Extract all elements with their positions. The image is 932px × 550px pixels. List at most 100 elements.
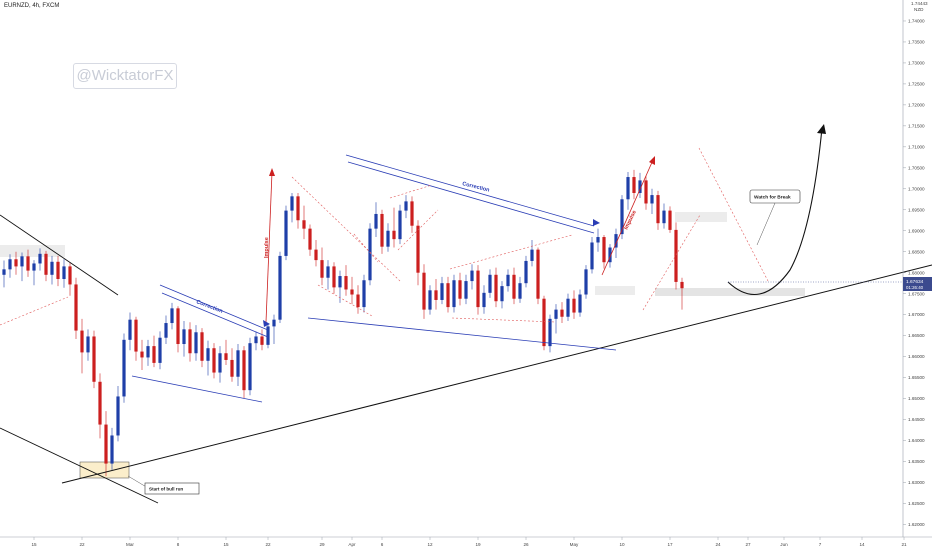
price-tick-label: 1.62000 bbox=[908, 522, 925, 527]
candle-body bbox=[272, 319, 276, 327]
time-tick-label: 21 bbox=[901, 542, 907, 547]
price-tick-label: 1.68500 bbox=[908, 249, 925, 254]
candle-body bbox=[428, 290, 432, 310]
candle-body bbox=[98, 381, 102, 425]
current-price-countdown: 01:26:40 bbox=[906, 285, 924, 290]
candle-body bbox=[242, 350, 246, 391]
candle-body bbox=[656, 195, 660, 224]
price-tick-label: 1.73000 bbox=[908, 61, 925, 66]
candle-body bbox=[548, 318, 552, 347]
candle-body bbox=[560, 309, 564, 317]
candle-body bbox=[80, 330, 84, 353]
candle-body bbox=[566, 298, 570, 317]
impulse-label-1: Impulse bbox=[264, 237, 270, 258]
time-tick-label: 26 bbox=[523, 542, 529, 547]
trend-drawings bbox=[0, 124, 932, 504]
time-tick-label: Apr bbox=[348, 542, 356, 547]
correction-channel-upper-2 bbox=[345, 154, 595, 227]
channel-arrow-2 bbox=[593, 219, 600, 226]
price-tick-label: 1.64500 bbox=[908, 417, 925, 422]
price-tick-label: 1.63500 bbox=[908, 459, 925, 464]
candle-body bbox=[320, 260, 324, 278]
channel-arrow-1 bbox=[263, 320, 270, 327]
candle-body bbox=[194, 332, 198, 354]
candle-body bbox=[452, 280, 456, 308]
candle-body bbox=[104, 424, 108, 464]
candle-body bbox=[32, 263, 36, 271]
candle-body bbox=[524, 260, 528, 284]
candle-body bbox=[434, 290, 438, 300]
candle-body bbox=[410, 201, 414, 226]
candle-body bbox=[158, 337, 162, 363]
candle-body bbox=[578, 294, 582, 313]
candle-body bbox=[122, 339, 126, 397]
candle-body bbox=[236, 350, 240, 377]
dashed-flag-1-mid bbox=[353, 233, 379, 263]
candle-body bbox=[134, 319, 138, 352]
candle-body bbox=[446, 283, 450, 308]
candle-body bbox=[380, 213, 384, 247]
watch-for-break-label: Watch for Break bbox=[754, 195, 791, 201]
start-of-bull-run-callout: Start of bull run bbox=[144, 482, 200, 495]
candle-body bbox=[398, 210, 402, 240]
candle-body bbox=[386, 230, 390, 247]
time-tick-label: May bbox=[570, 542, 579, 547]
candle-body bbox=[650, 195, 654, 204]
candle-body bbox=[260, 336, 264, 345]
candle-body bbox=[20, 256, 24, 267]
dashed-rising-wedge-bottom bbox=[397, 209, 439, 251]
candle-body bbox=[212, 348, 216, 373]
left-dashed-line bbox=[0, 296, 69, 326]
candle-body bbox=[200, 332, 204, 361]
chart-title: EURNZD, 4h, FXCM bbox=[4, 3, 60, 9]
candle-body bbox=[278, 255, 282, 320]
watch-callout-pointer bbox=[756, 202, 776, 246]
price-tick-label: 1.67500 bbox=[908, 291, 925, 296]
current-price-label: 1.67634 bbox=[906, 279, 924, 285]
price-tick-label: 1.73500 bbox=[908, 40, 925, 45]
candle-body bbox=[38, 253, 42, 264]
price-tick-label: 1.72500 bbox=[908, 82, 925, 87]
candle-body bbox=[188, 329, 192, 354]
zone-mid bbox=[595, 286, 635, 295]
price-tick-label: 1.69500 bbox=[908, 207, 925, 212]
candle-body bbox=[404, 201, 408, 211]
candle-body bbox=[608, 247, 612, 263]
price-scale-top-value: 1.74443 bbox=[911, 1, 928, 6]
candle-body bbox=[170, 308, 174, 324]
candle-body bbox=[8, 259, 12, 270]
candle-body bbox=[440, 283, 444, 300]
lower-left-trend-line bbox=[0, 427, 159, 504]
projection-curve bbox=[727, 127, 823, 296]
upper-left-trend-line bbox=[0, 214, 119, 296]
candle-body bbox=[662, 210, 666, 224]
candle-body bbox=[638, 180, 642, 193]
price-tick-label: 1.62500 bbox=[908, 501, 925, 506]
candle-body bbox=[254, 336, 258, 344]
bull-run-callout-pointer bbox=[127, 475, 149, 489]
candle-body bbox=[350, 289, 354, 295]
price-tick-label: 1.71000 bbox=[908, 144, 925, 149]
price-tick-label: 1.65500 bbox=[908, 375, 925, 380]
candle-body bbox=[542, 298, 546, 347]
candle-body bbox=[572, 298, 576, 313]
price-axis[interactable]: 1.74000 1.73500 1.73000 1.72500 1.72000 1.715… bbox=[902, 0, 925, 537]
candle-body bbox=[458, 280, 462, 299]
correction-channel-upper-2b bbox=[347, 161, 595, 234]
candle-body bbox=[290, 196, 294, 211]
candle-body bbox=[368, 228, 372, 281]
price-tick-label: 1.64000 bbox=[908, 438, 925, 443]
time-tick-label: 22 bbox=[265, 542, 271, 547]
candle-body bbox=[92, 336, 96, 382]
candle-body bbox=[554, 309, 558, 319]
price-tick-label: 1.69000 bbox=[908, 228, 925, 233]
time-tick-label: 10 bbox=[619, 542, 625, 547]
time-tick-label: 7 bbox=[819, 542, 822, 547]
price-tick-label: 1.66500 bbox=[908, 333, 925, 338]
candle-body bbox=[476, 270, 480, 308]
candle-body bbox=[308, 228, 312, 250]
time-axis[interactable]: 15 22 Mar 8 15 22 29 Apr 6 12 19 26 May 10 17 24 27 Jun 7 1… bbox=[0, 536, 932, 547]
candle-body bbox=[2, 269, 6, 275]
time-tick-label: 6 bbox=[381, 542, 384, 547]
